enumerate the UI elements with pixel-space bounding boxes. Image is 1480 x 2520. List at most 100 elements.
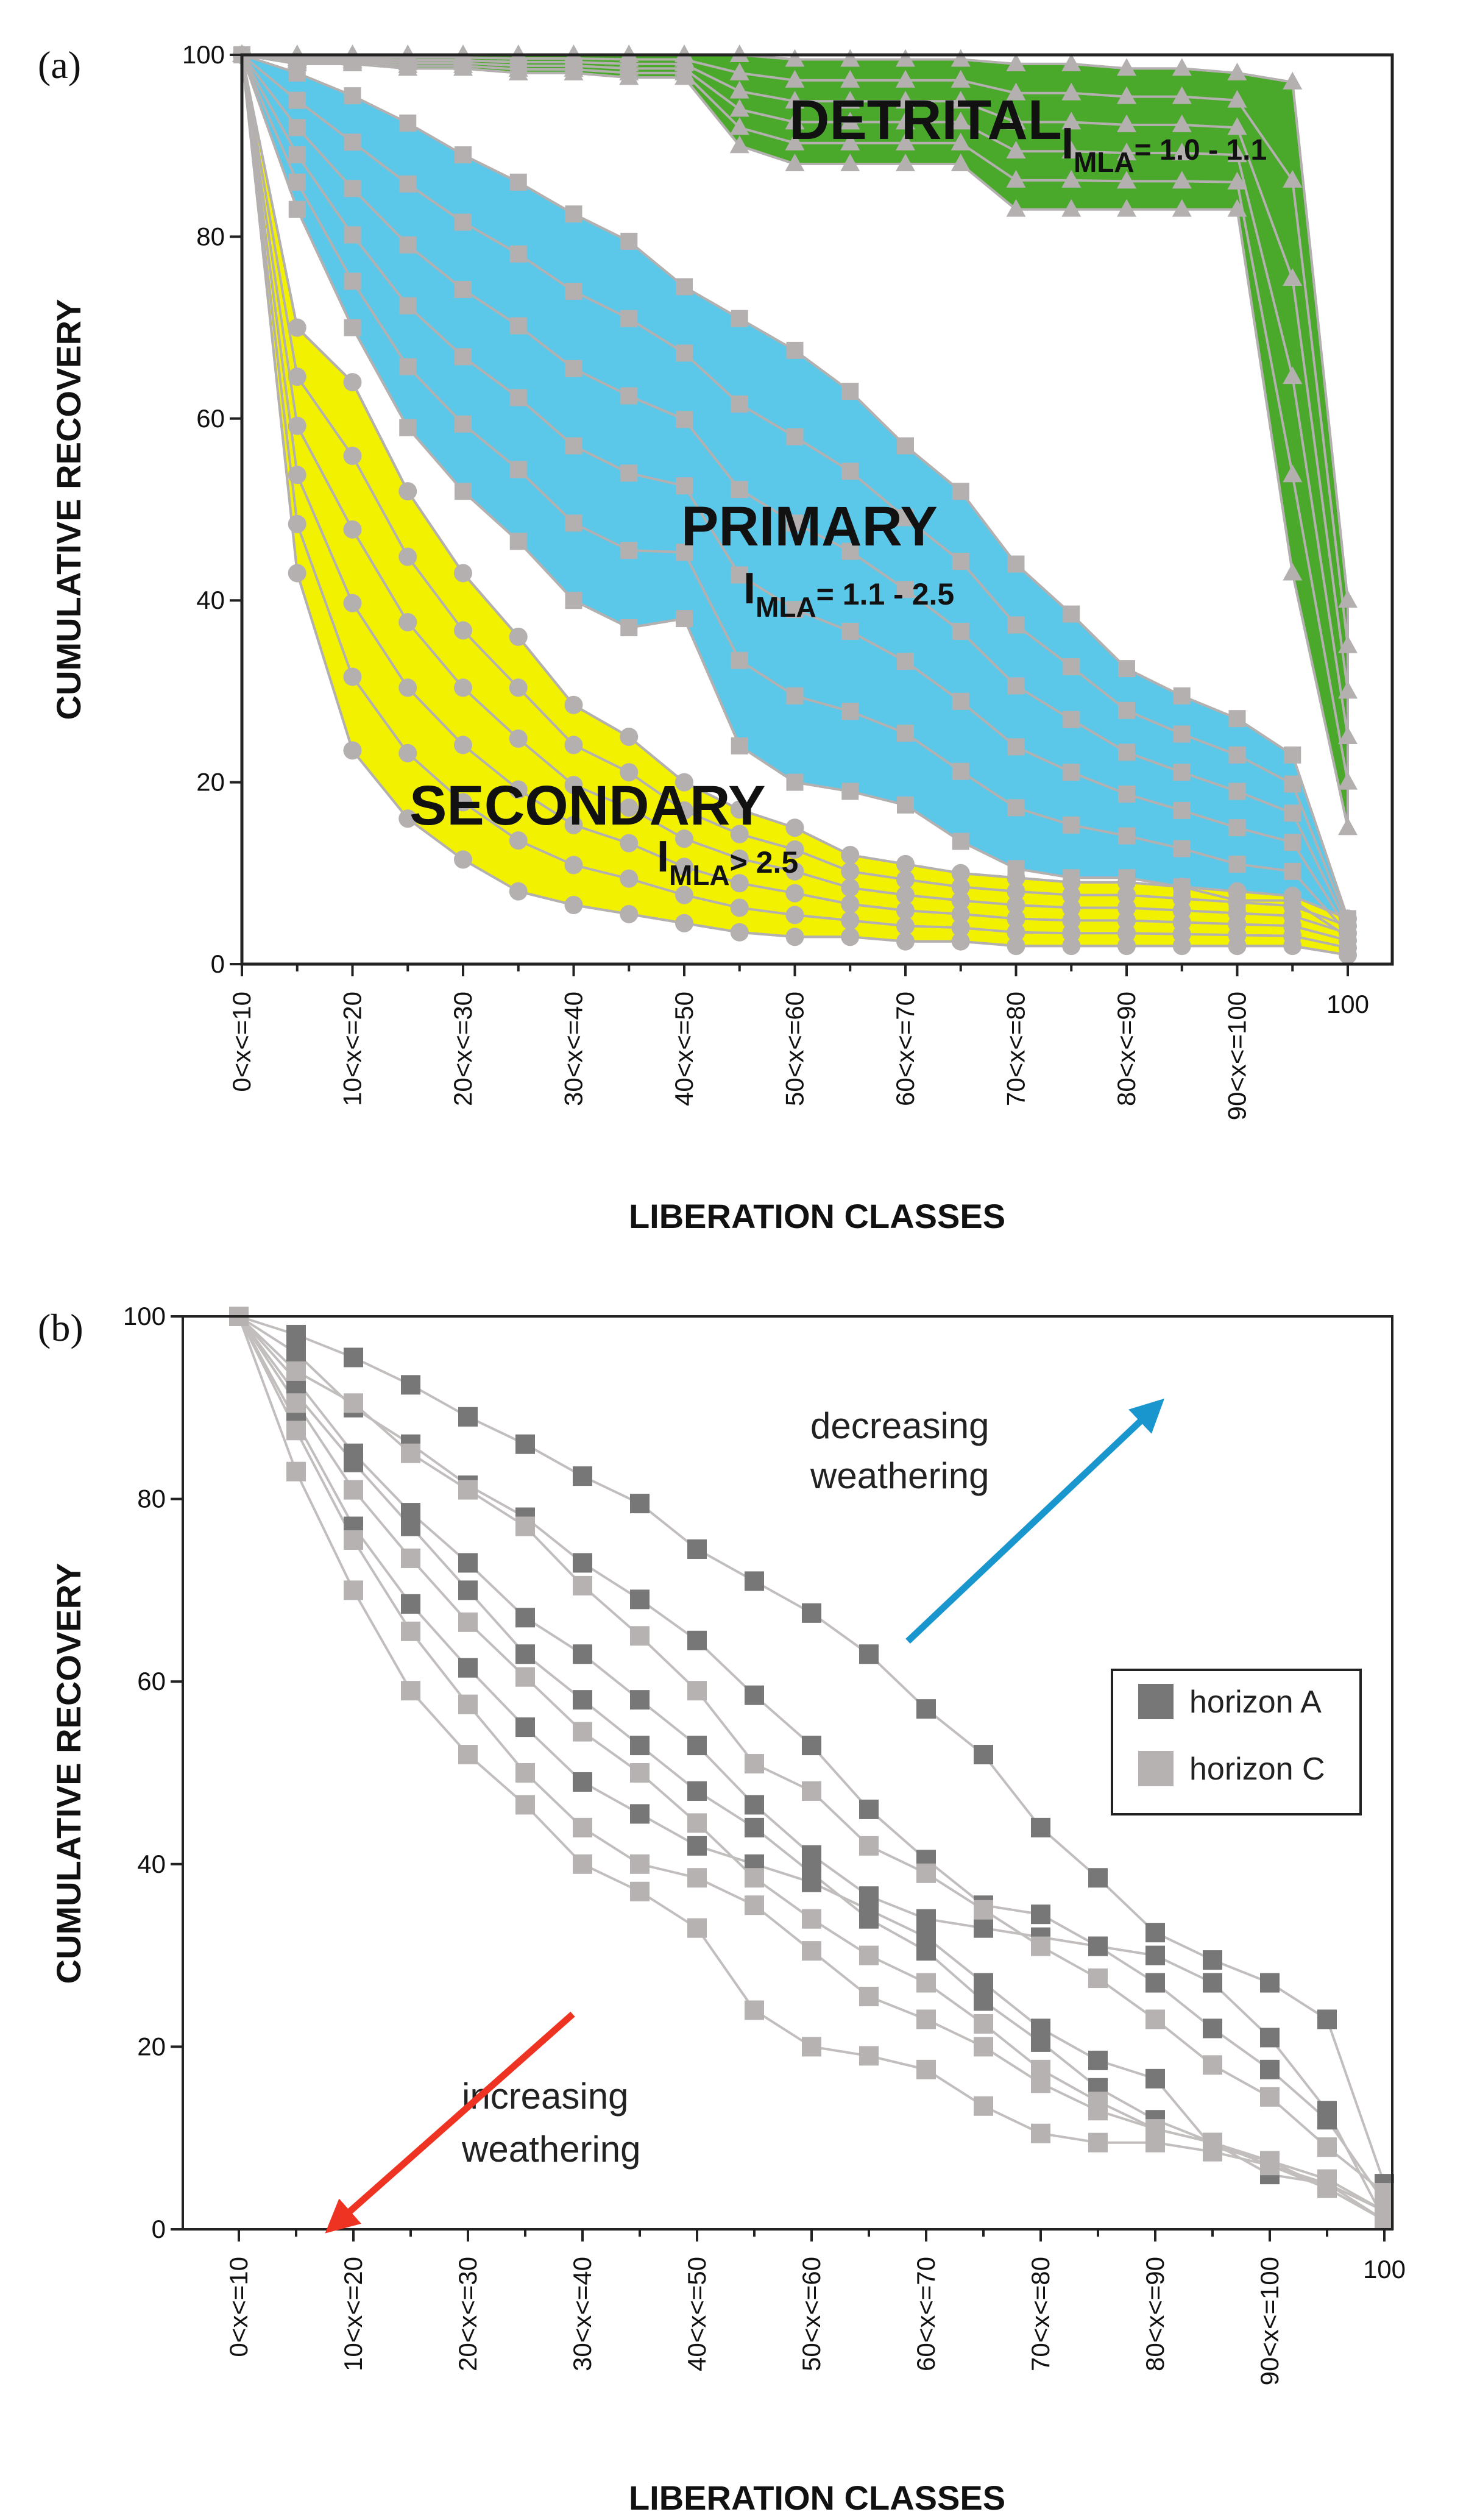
x-tick-label: 30<x<=40 <box>559 992 588 1106</box>
data-point-horizon-c <box>573 1817 592 1837</box>
detrital-label: DETRITAL <box>789 89 1062 151</box>
data-point-horizon-c <box>687 1868 707 1888</box>
data-point-horizon-a <box>687 1836 707 1856</box>
data-point <box>897 437 914 455</box>
data-point <box>1006 141 1026 159</box>
data-point <box>896 854 915 873</box>
y-tick-label: 100 <box>182 40 225 69</box>
legend-label-horizon-c: horizon C <box>1189 1752 1325 1787</box>
data-point <box>1283 71 1303 90</box>
data-point <box>1063 658 1080 676</box>
plot-frame <box>240 53 1394 966</box>
data-point <box>1007 738 1025 756</box>
data-point <box>620 232 638 250</box>
data-point-horizon-a <box>859 1644 879 1664</box>
data-point-horizon-c <box>859 1945 879 1965</box>
x-tick-label: 0<x<=10 <box>227 992 256 1092</box>
data-point <box>1172 114 1192 132</box>
data-point <box>1063 764 1080 781</box>
data-point <box>676 477 693 495</box>
data-point <box>729 117 749 135</box>
data-point-horizon-a <box>1145 1945 1165 1965</box>
data-point <box>1117 911 1136 930</box>
data-point <box>1227 144 1247 163</box>
data-point <box>288 201 306 218</box>
data-point-horizon-c <box>1317 2137 1337 2157</box>
data-point <box>1118 785 1135 803</box>
data-point-horizon-a <box>916 1699 936 1719</box>
data-point-horizon-c <box>1031 2123 1050 2143</box>
data-point <box>1118 701 1135 719</box>
data-point-horizon-a <box>286 1324 306 1344</box>
data-point <box>565 360 582 377</box>
data-point <box>455 483 472 500</box>
data-point <box>344 319 361 336</box>
data-point-horizon-c <box>1317 2174 1337 2194</box>
data-point <box>455 213 472 231</box>
primary-label: PRIMARY <box>681 495 938 558</box>
y-tick-label: 80 <box>196 222 225 250</box>
data-point <box>1006 112 1026 130</box>
data-point <box>896 886 915 904</box>
legend: horizon A horizon C <box>1111 1669 1362 1815</box>
data-point <box>1117 873 1136 892</box>
data-point <box>841 383 859 400</box>
data-point-horizon-c <box>458 1745 478 1765</box>
data-point-horizon-a <box>1088 2050 1108 2070</box>
data-point <box>951 49 971 67</box>
data-point <box>288 173 306 191</box>
data-point <box>897 653 914 670</box>
data-point <box>564 896 583 915</box>
y-tick-label: 40 <box>137 1850 166 1878</box>
data-point-horizon-a <box>630 1804 650 1824</box>
y-tick-label: 40 <box>196 586 225 614</box>
data-point <box>731 481 748 499</box>
data-point-horizon-a <box>630 1690 650 1710</box>
data-point <box>896 69 915 88</box>
data-point <box>841 895 860 914</box>
data-point-horizon-c <box>745 2000 764 2020</box>
data-point <box>729 80 749 99</box>
data-point-horizon-a <box>573 1553 592 1573</box>
data-point-horizon-c <box>1031 1936 1050 1956</box>
data-point <box>1007 882 1025 901</box>
data-point <box>730 898 749 917</box>
data-point-horizon-a <box>1145 2068 1165 2089</box>
detrital-index-range: = 1.0 - 1.1 <box>1135 134 1267 166</box>
data-point <box>729 135 749 154</box>
x-tick-label: 100 <box>1326 990 1369 1018</box>
data-point <box>1173 764 1191 781</box>
data-point <box>952 692 969 710</box>
data-point-horizon-c <box>458 1694 478 1714</box>
data-point <box>288 318 306 337</box>
y-tick-label: 0 <box>211 949 225 978</box>
data-point <box>675 914 693 932</box>
data-point <box>620 869 639 888</box>
data-point <box>288 564 306 583</box>
data-point-horizon-a <box>1088 1936 1108 1956</box>
data-point <box>676 544 693 561</box>
data-point <box>896 870 915 889</box>
data-point-horizon-c <box>515 1795 535 1815</box>
data-point <box>509 831 528 850</box>
data-point <box>620 542 638 559</box>
data-point <box>1173 687 1191 705</box>
data-point <box>509 780 528 799</box>
data-point-horizon-a <box>630 1589 650 1610</box>
data-point <box>398 678 417 697</box>
data-point-horizon-a <box>1260 1973 1280 1993</box>
panel-a: 0 20 40 60 80 100 0<x<=10 10<x<=20 20<x<=30 30<x<… <box>38 40 1394 1235</box>
data-point-horizon-c <box>401 1621 420 1641</box>
data-point <box>343 520 362 539</box>
data-point <box>1063 711 1080 728</box>
data-point <box>730 923 749 942</box>
data-point <box>399 236 417 254</box>
data-point <box>399 358 417 375</box>
data-point <box>1118 827 1135 845</box>
x-tick-label: 60<x<=70 <box>912 2257 940 2371</box>
data-point-horizon-c <box>515 1516 535 1536</box>
data-point <box>675 829 693 848</box>
data-point <box>676 610 693 628</box>
data-point-horizon-c <box>401 1548 420 1568</box>
data-point <box>731 737 748 754</box>
